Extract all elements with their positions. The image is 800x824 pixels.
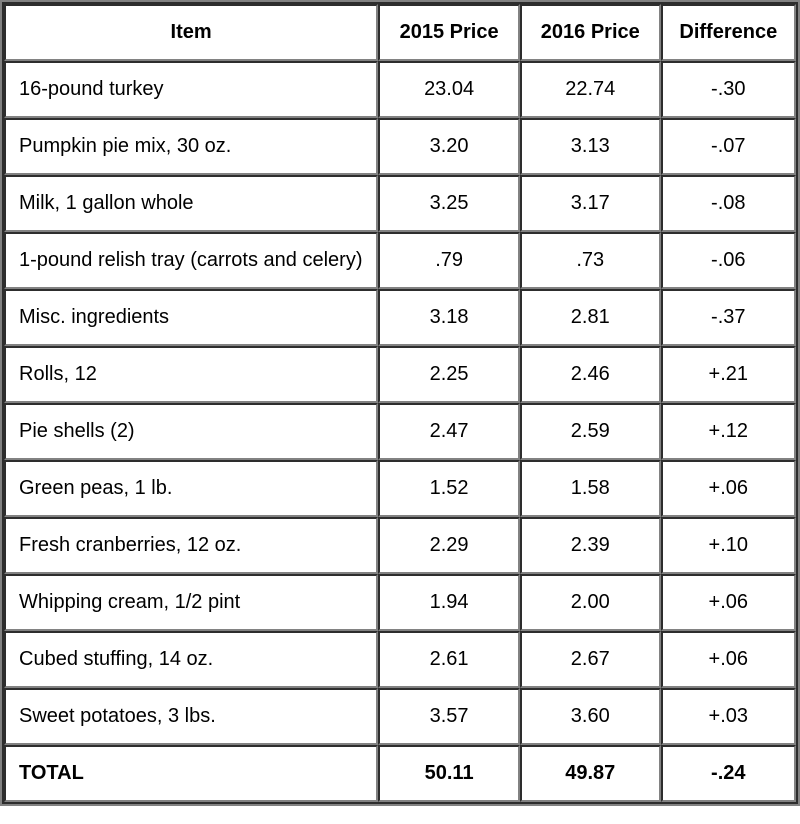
table-row: Whipping cream, 1/2 pint 1.94 2.00 +.06 bbox=[4, 574, 796, 631]
column-header-2016-price: 2016 Price bbox=[519, 4, 661, 61]
total-label-cell: TOTAL bbox=[4, 745, 379, 802]
table-row: 1-pound relish tray (carrots and celery)… bbox=[4, 232, 796, 289]
price-2016-cell: 2.81 bbox=[519, 289, 661, 346]
total-2015-cell: 50.11 bbox=[378, 745, 520, 802]
table-row: Sweet potatoes, 3 lbs. 3.57 3.60 +.03 bbox=[4, 688, 796, 745]
table-row: Misc. ingredients 3.18 2.81 -.37 bbox=[4, 289, 796, 346]
table-outer-frame: Item 2015 Price 2016 Price Difference 16… bbox=[0, 0, 800, 806]
table-row: Rolls, 12 2.25 2.46 +.21 bbox=[4, 346, 796, 403]
item-cell: Milk, 1 gallon whole bbox=[4, 175, 379, 232]
total-row: TOTAL 50.11 49.87 -.24 bbox=[4, 745, 796, 802]
difference-cell: -.30 bbox=[660, 61, 796, 118]
item-cell: Sweet potatoes, 3 lbs. bbox=[4, 688, 379, 745]
item-cell: Green peas, 1 lb. bbox=[4, 460, 379, 517]
difference-cell: +.21 bbox=[660, 346, 796, 403]
price-2016-cell: 1.58 bbox=[519, 460, 661, 517]
price-2015-cell: 1.94 bbox=[378, 574, 520, 631]
price-2016-cell: 2.59 bbox=[519, 403, 661, 460]
price-2015-cell: 3.57 bbox=[378, 688, 520, 745]
item-cell: Pie shells (2) bbox=[4, 403, 379, 460]
item-cell: Pumpkin pie mix, 30 oz. bbox=[4, 118, 379, 175]
difference-cell: -.06 bbox=[660, 232, 796, 289]
price-2015-cell: 3.25 bbox=[378, 175, 520, 232]
table-row: 16-pound turkey 23.04 22.74 -.30 bbox=[4, 61, 796, 118]
price-2015-cell: 2.61 bbox=[378, 631, 520, 688]
price-2016-cell: .73 bbox=[519, 232, 661, 289]
price-2016-cell: 2.46 bbox=[519, 346, 661, 403]
table-row: Pie shells (2) 2.47 2.59 +.12 bbox=[4, 403, 796, 460]
difference-cell: +.06 bbox=[660, 460, 796, 517]
item-cell: Whipping cream, 1/2 pint bbox=[4, 574, 379, 631]
price-2015-cell: 2.29 bbox=[378, 517, 520, 574]
difference-cell: +.10 bbox=[660, 517, 796, 574]
item-cell: 1-pound relish tray (carrots and celery) bbox=[4, 232, 379, 289]
difference-cell: +.06 bbox=[660, 574, 796, 631]
price-2015-cell: 2.47 bbox=[378, 403, 520, 460]
item-cell: Fresh cranberries, 12 oz. bbox=[4, 517, 379, 574]
price-2016-cell: 2.39 bbox=[519, 517, 661, 574]
column-header-item: Item bbox=[4, 4, 379, 61]
header-row: Item 2015 Price 2016 Price Difference bbox=[4, 4, 796, 61]
column-header-difference: Difference bbox=[660, 4, 796, 61]
difference-cell: +.12 bbox=[660, 403, 796, 460]
price-2016-cell: 2.67 bbox=[519, 631, 661, 688]
price-2016-cell: 3.60 bbox=[519, 688, 661, 745]
price-2016-cell: 22.74 bbox=[519, 61, 661, 118]
total-difference-cell: -.24 bbox=[660, 745, 796, 802]
item-cell: Rolls, 12 bbox=[4, 346, 379, 403]
price-2015-cell: 3.20 bbox=[378, 118, 520, 175]
difference-cell: -.08 bbox=[660, 175, 796, 232]
item-cell: Cubed stuffing, 14 oz. bbox=[4, 631, 379, 688]
difference-cell: -.37 bbox=[660, 289, 796, 346]
table-row: Milk, 1 gallon whole 3.25 3.17 -.08 bbox=[4, 175, 796, 232]
difference-cell: +.06 bbox=[660, 631, 796, 688]
column-header-2015-price: 2015 Price bbox=[378, 4, 520, 61]
item-cell: Misc. ingredients bbox=[4, 289, 379, 346]
table-row: Fresh cranberries, 12 oz. 2.29 2.39 +.10 bbox=[4, 517, 796, 574]
price-2015-cell: 3.18 bbox=[378, 289, 520, 346]
total-2016-cell: 49.87 bbox=[519, 745, 661, 802]
table-row: Cubed stuffing, 14 oz. 2.61 2.67 +.06 bbox=[4, 631, 796, 688]
price-2015-cell: 2.25 bbox=[378, 346, 520, 403]
price-2015-cell: .79 bbox=[378, 232, 520, 289]
price-2016-cell: 3.13 bbox=[519, 118, 661, 175]
price-2016-cell: 3.17 bbox=[519, 175, 661, 232]
price-2015-cell: 23.04 bbox=[378, 61, 520, 118]
item-cell: 16-pound turkey bbox=[4, 61, 379, 118]
table-row: Green peas, 1 lb. 1.52 1.58 +.06 bbox=[4, 460, 796, 517]
price-comparison-table: Item 2015 Price 2016 Price Difference 16… bbox=[2, 2, 798, 804]
price-2016-cell: 2.00 bbox=[519, 574, 661, 631]
difference-cell: +.03 bbox=[660, 688, 796, 745]
price-2015-cell: 1.52 bbox=[378, 460, 520, 517]
table-row: Pumpkin pie mix, 30 oz. 3.20 3.13 -.07 bbox=[4, 118, 796, 175]
difference-cell: -.07 bbox=[660, 118, 796, 175]
